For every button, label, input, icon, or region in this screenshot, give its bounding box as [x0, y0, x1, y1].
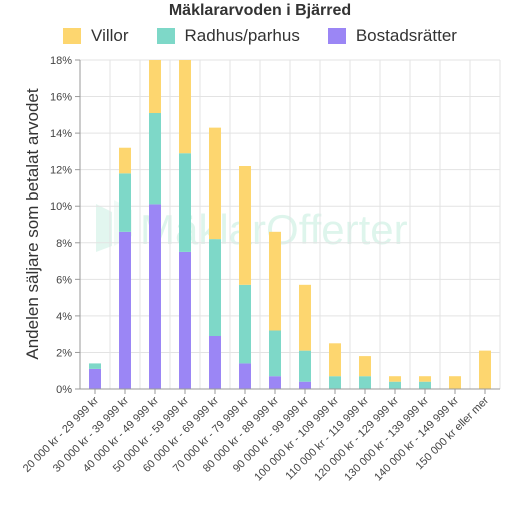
- bar-segment-bostadsr-tter[interactable]: [269, 376, 281, 389]
- bar-segment-bostadsr-tter[interactable]: [209, 335, 221, 389]
- y-tick-label: 16%: [50, 92, 72, 104]
- legend-item-villor[interactable]: Villor: [63, 26, 129, 46]
- y-tick-label: 2%: [56, 347, 72, 359]
- bar-segment-villor[interactable]: [389, 376, 401, 382]
- y-tick-label: 10%: [50, 201, 72, 213]
- y-tick-label: 14%: [50, 128, 72, 140]
- bar-segment-villor[interactable]: [359, 356, 371, 377]
- bar-segment-bostadsr-tter[interactable]: [149, 204, 161, 389]
- bar-segment-villor[interactable]: [269, 231, 281, 331]
- bar-segment-radhus-parhus[interactable]: [419, 381, 431, 389]
- bar-segment-radhus-parhus[interactable]: [329, 376, 341, 389]
- legend-item-bostadsratter[interactable]: Bostadsrätter: [327, 26, 457, 46]
- bar-segment-villor[interactable]: [119, 147, 131, 174]
- bar-segment-radhus-parhus[interactable]: [89, 363, 101, 369]
- bar-segment-radhus-parhus[interactable]: [359, 376, 371, 389]
- bar-segment-radhus-parhus[interactable]: [239, 284, 251, 364]
- bar-segment-villor[interactable]: [419, 376, 431, 382]
- y-tick-label: 8%: [56, 238, 72, 250]
- bar-segment-radhus-parhus[interactable]: [269, 330, 281, 377]
- y-axis-label: Andelen säljare som betalat arvodet: [23, 88, 42, 359]
- bar-segment-villor[interactable]: [449, 376, 461, 389]
- bar-segment-radhus-parhus[interactable]: [299, 350, 311, 382]
- bar-segment-villor[interactable]: [329, 343, 341, 377]
- bar-segment-radhus-parhus[interactable]: [389, 381, 401, 389]
- y-tick-label: 0%: [56, 384, 72, 396]
- legend-label-radhus: Radhus/parhus: [184, 26, 300, 45]
- bar-segment-villor[interactable]: [209, 127, 221, 240]
- bar-segment-radhus-parhus[interactable]: [149, 113, 161, 205]
- legend-item-radhus[interactable]: Radhus/parhus: [156, 26, 300, 46]
- legend-label-bostadsratter: Bostadsrätter: [355, 26, 457, 45]
- bar-segment-villor[interactable]: [149, 60, 161, 114]
- bars: [89, 60, 491, 389]
- bar-segment-radhus-parhus[interactable]: [119, 173, 131, 232]
- bar-segment-villor[interactable]: [179, 60, 191, 154]
- y-tick-label: 12%: [50, 165, 72, 177]
- bar-segment-villor[interactable]: [299, 284, 311, 351]
- bar-segment-villor[interactable]: [479, 350, 491, 389]
- chart-title: Mäklararvoden i Bjärred: [168, 2, 352, 19]
- legend-swatch-radhus: [156, 28, 175, 44]
- bar-segment-bostadsr-tter[interactable]: [119, 231, 131, 389]
- legend-swatch-bostadsratter: [327, 28, 346, 44]
- y-tick-label: 6%: [56, 274, 72, 286]
- axes: 0%2%4%6%8%10%12%14%16%18%20 000 kr - 29 …: [21, 55, 500, 484]
- legend-label-villor: Villor: [91, 26, 129, 45]
- bar-segment-bostadsr-tter[interactable]: [299, 381, 311, 389]
- watermark: MäklarOfferter: [96, 200, 408, 253]
- legend: Villor Radhus/parhus Bostadsrätter: [0, 26, 520, 46]
- bar-segment-bostadsr-tter[interactable]: [89, 368, 101, 389]
- y-tick-label: 18%: [50, 55, 72, 67]
- legend-swatch-villor: [63, 28, 82, 44]
- bar-segment-bostadsr-tter[interactable]: [179, 251, 191, 389]
- bar-segment-villor[interactable]: [239, 166, 251, 285]
- y-tick-label: 4%: [56, 311, 72, 323]
- bar-segment-radhus-parhus[interactable]: [179, 153, 191, 252]
- bar-segment-bostadsr-tter[interactable]: [239, 363, 251, 389]
- bar-segment-radhus-parhus[interactable]: [209, 239, 221, 336]
